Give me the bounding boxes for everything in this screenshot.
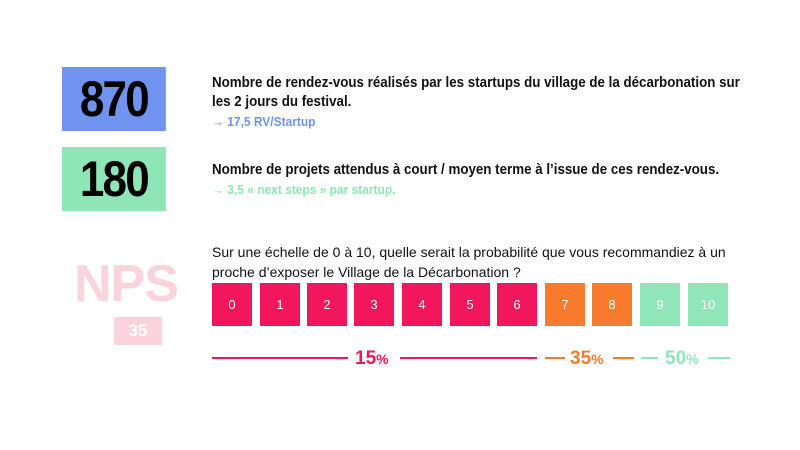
scale-label-4: 4 [418,297,426,312]
passives-percent-value: 35 [570,348,592,369]
stat-value-box-2: 180 [62,147,166,211]
stat-value-2: 180 [79,151,150,207]
passives-line-left [545,357,565,359]
detractors-line-left [212,357,348,359]
promoters-percent: 50% [665,348,699,370]
detractors-percent: 15% [355,348,389,370]
passives-percent: 35% [570,348,604,370]
detractors-percent-value: 15 [355,348,377,369]
scale-label-3: 3 [370,297,378,312]
promoters-percent-symbol: % [686,351,699,367]
scale-box-6: 6 [497,283,537,326]
nps-label: NPS [74,255,179,313]
scale-label-8: 8 [608,297,616,312]
scale-box-2: 2 [307,283,347,326]
scale-label-2: 2 [323,297,331,312]
stat-value-box-1: 870 [62,67,166,131]
scale-label-1: 1 [276,297,284,312]
detractors-line-right [400,357,537,359]
stat-title-1: Nombre de rendez-vous réalisés par les s… [212,75,740,110]
passives-percent-symbol: % [591,351,604,367]
promoters-line-left [641,357,658,359]
promoters-percent-value: 50 [665,348,687,369]
stat-value-1: 870 [79,71,150,127]
scale-box-7: 7 [545,283,585,326]
nps-score-badge: 35 [114,317,162,345]
scale-label-5: 5 [466,297,474,312]
scale-box-0: 0 [212,283,252,326]
stat-description-1: Nombre de rendez-vous réalisés par les s… [212,74,772,129]
stat-description-2: Nombre de projets attendus à court / moy… [212,161,772,197]
scale-label-6: 6 [513,297,521,312]
scale-label-0: 0 [228,297,236,312]
survey-question: Sur une échelle de 0 à 10, quelle serait… [212,244,726,280]
stat-sub-1: → 17,5 RV/Startup [212,114,316,129]
scale-label-10: 10 [700,297,716,312]
scale-box-5: 5 [450,283,490,326]
scale-box-9: 9 [640,283,680,326]
detractors-percent-symbol: % [376,351,389,367]
scale-label-9: 9 [656,297,664,312]
promoters-line-right [708,357,730,359]
stat-title-2: Nombre de projets attendus à court / moy… [212,162,720,178]
scale-box-1: 1 [260,283,300,326]
scale-label-7: 7 [561,297,569,312]
scale-box-10: 10 [688,283,728,326]
passives-line-right [613,357,634,359]
stat-sub-2: → 3,5 « next steps » par startup. [212,182,396,197]
scale-box-3: 3 [354,283,394,326]
scale-box-8: 8 [592,283,632,326]
scale-box-4: 4 [402,283,442,326]
